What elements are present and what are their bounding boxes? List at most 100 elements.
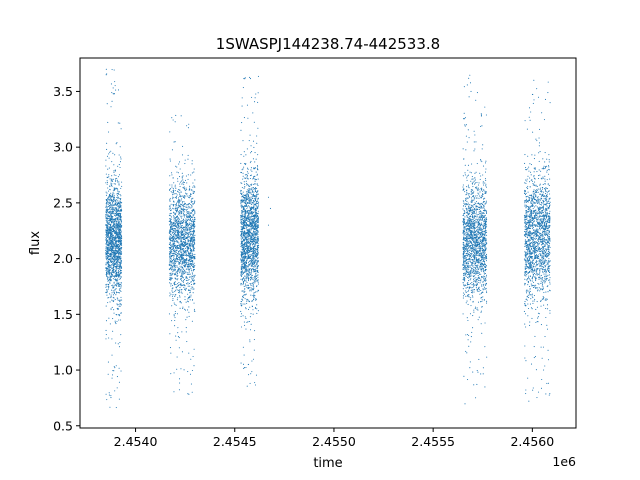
data-point: [178, 250, 180, 252]
data-point: [192, 203, 194, 205]
data-point: [172, 225, 174, 227]
data-point: [107, 217, 109, 220]
data-point: [255, 232, 257, 234]
data-point: [172, 229, 174, 232]
data-point: [111, 269, 114, 271]
data-point: [119, 264, 122, 267]
data-point: [120, 247, 122, 249]
data-point: [115, 274, 117, 277]
data-point: [256, 200, 258, 202]
data-point: [108, 200, 110, 202]
data-point: [107, 234, 109, 236]
data-point: [241, 198, 243, 200]
data-point: [182, 254, 184, 257]
data-point: [180, 302, 182, 304]
data-point: [170, 255, 172, 257]
data-point: [107, 236, 109, 238]
data-point: [253, 177, 255, 179]
data-point: [114, 179, 117, 181]
data-point: [240, 205, 242, 207]
data-point: [185, 283, 188, 285]
data-point: [172, 291, 174, 293]
data-point: [193, 257, 195, 259]
data-point: [109, 255, 111, 258]
data-point: [180, 275, 182, 277]
data-point: [254, 269, 256, 271]
data-point: [257, 260, 259, 262]
data-point: [257, 217, 259, 219]
data-point: [256, 213, 258, 215]
data-point: [113, 256, 115, 258]
data-point: [241, 273, 243, 276]
data-point: [118, 346, 120, 348]
data-point: [193, 220, 196, 222]
data-point: [193, 171, 195, 173]
data-point: [192, 182, 194, 184]
data-point: [113, 204, 115, 206]
data-point: [191, 278, 193, 280]
data-point: [240, 219, 242, 221]
data-point: [117, 190, 119, 192]
data-point: [119, 278, 122, 280]
data-point: [113, 254, 115, 256]
data-point: [250, 250, 252, 252]
data-point: [249, 209, 251, 211]
data-point: [247, 242, 249, 244]
data-point: [189, 214, 191, 216]
data-point: [119, 283, 121, 286]
data-point: [243, 206, 245, 208]
data-point: [106, 198, 109, 200]
data-point: [257, 281, 259, 283]
data-point: [241, 213, 243, 215]
data-point: [256, 262, 258, 264]
data-point: [175, 339, 177, 341]
data-point: [172, 237, 174, 239]
data-point: [111, 274, 113, 276]
data-point: [189, 373, 192, 375]
data-point: [168, 313, 171, 315]
data-point: [112, 263, 114, 265]
data-point: [242, 238, 244, 240]
data-point: [249, 221, 251, 223]
data-point: [248, 237, 250, 240]
data-point: [170, 212, 172, 214]
data-point: [120, 221, 122, 223]
data-point: [179, 236, 181, 238]
data-point: [193, 288, 195, 290]
data-point: [168, 268, 170, 270]
data-point: [249, 229, 251, 231]
data-point: [113, 209, 115, 211]
data-point: [118, 247, 120, 249]
data-point: [253, 250, 256, 252]
data-point: [182, 280, 184, 282]
data-point: [188, 195, 190, 197]
data-point: [115, 251, 117, 253]
data-point: [191, 266, 194, 268]
data-point: [112, 259, 114, 261]
data-point: [108, 266, 110, 268]
data-point: [116, 220, 118, 222]
data-point: [179, 260, 181, 262]
data-point: [177, 191, 179, 193]
data-point: [180, 195, 182, 197]
data-point: [177, 236, 179, 238]
data-point: [247, 212, 250, 214]
data-point: [191, 238, 193, 240]
data-point: [169, 242, 171, 244]
data-point: [191, 279, 193, 281]
data-point: [110, 236, 112, 238]
data-point: [114, 320, 116, 322]
data-point: [172, 119, 174, 121]
data-point: [240, 192, 242, 195]
data-point: [114, 249, 116, 251]
data-point: [107, 278, 109, 280]
data-point: [251, 238, 253, 240]
data-point: [105, 237, 107, 239]
data-point: [183, 270, 185, 272]
data-point: [115, 407, 117, 409]
data-point: [120, 230, 122, 232]
data-point: [172, 196, 174, 198]
data-point: [177, 180, 179, 182]
data-point: [181, 245, 183, 247]
data-point: [170, 234, 172, 236]
